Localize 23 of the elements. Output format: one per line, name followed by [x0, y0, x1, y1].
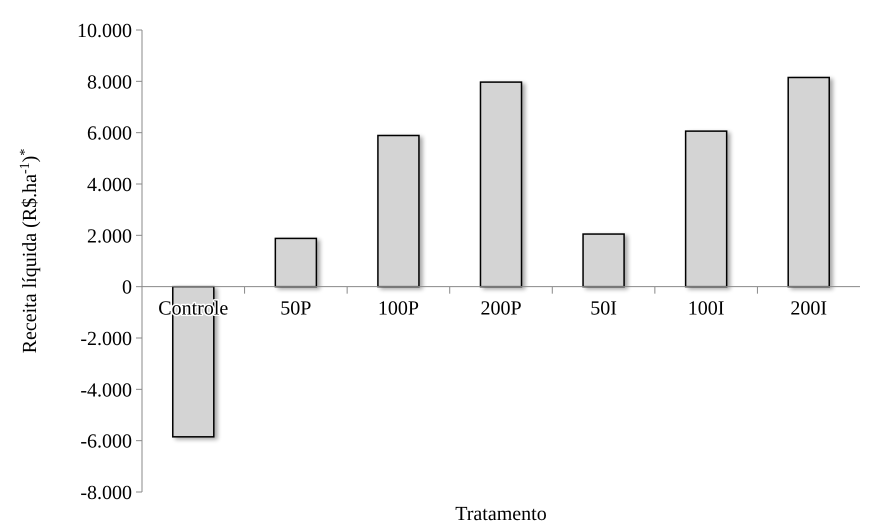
- x-axis-title: Tratamento: [455, 503, 547, 525]
- bar: [274, 238, 318, 288]
- x-tick-label: 200P: [480, 298, 522, 320]
- y-tick-label: -6.000: [80, 430, 132, 453]
- y-tick-label: -8.000: [80, 482, 132, 504]
- y-tick-label: 10.000: [77, 20, 132, 42]
- x-tick-label: 50P: [280, 298, 312, 320]
- bar: [582, 233, 625, 288]
- y-tick-label: -4.000: [80, 379, 132, 402]
- x-tick-label: 100I: [688, 298, 724, 320]
- bar: [684, 130, 728, 288]
- x-tick-label: 200I: [790, 298, 828, 320]
- y-tick-label: 4.000: [87, 174, 132, 196]
- x-tick-label: 50I: [590, 298, 617, 320]
- x-tick-label: 100P: [378, 298, 419, 320]
- y-tick-label: 8.000: [87, 71, 132, 94]
- bar: [787, 76, 830, 288]
- bar: [377, 134, 420, 288]
- y-tick-label: 6.000: [87, 122, 132, 145]
- y-tick-label: 0: [122, 276, 132, 299]
- y-tick-label: -2.000: [80, 328, 132, 350]
- bar: [480, 81, 522, 288]
- y-tick-label: 2.000: [87, 225, 132, 248]
